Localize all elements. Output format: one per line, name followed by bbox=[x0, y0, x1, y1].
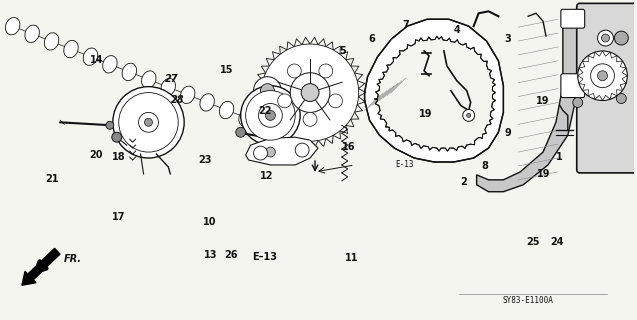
Circle shape bbox=[259, 140, 282, 164]
Circle shape bbox=[118, 92, 178, 152]
Ellipse shape bbox=[200, 94, 215, 111]
Text: 13: 13 bbox=[204, 250, 218, 260]
Circle shape bbox=[601, 34, 610, 42]
Circle shape bbox=[578, 51, 627, 100]
Ellipse shape bbox=[239, 109, 254, 126]
Ellipse shape bbox=[219, 101, 234, 119]
Ellipse shape bbox=[64, 40, 78, 58]
Ellipse shape bbox=[258, 116, 273, 134]
Circle shape bbox=[112, 132, 122, 142]
Circle shape bbox=[598, 30, 613, 46]
Circle shape bbox=[259, 103, 282, 127]
Circle shape bbox=[290, 73, 330, 112]
Polygon shape bbox=[476, 11, 578, 192]
Circle shape bbox=[617, 93, 626, 103]
Circle shape bbox=[615, 31, 628, 45]
Text: 14: 14 bbox=[89, 55, 103, 65]
Text: 21: 21 bbox=[45, 174, 59, 184]
Ellipse shape bbox=[45, 33, 59, 50]
Circle shape bbox=[266, 120, 282, 136]
FancyBboxPatch shape bbox=[576, 4, 637, 173]
Circle shape bbox=[303, 112, 317, 126]
Circle shape bbox=[246, 91, 295, 140]
Circle shape bbox=[254, 146, 268, 160]
Text: 25: 25 bbox=[526, 237, 540, 247]
Circle shape bbox=[250, 108, 261, 117]
Text: 8: 8 bbox=[481, 161, 488, 171]
Circle shape bbox=[573, 98, 583, 108]
Text: FR.: FR. bbox=[64, 254, 82, 264]
FancyArrow shape bbox=[22, 248, 60, 285]
Text: SY83-E1100A: SY83-E1100A bbox=[503, 296, 554, 305]
Text: 12: 12 bbox=[260, 171, 273, 181]
Text: 28: 28 bbox=[171, 95, 185, 105]
Text: 10: 10 bbox=[203, 217, 217, 227]
FancyBboxPatch shape bbox=[561, 9, 585, 28]
Circle shape bbox=[287, 64, 301, 78]
Text: 2: 2 bbox=[461, 177, 467, 187]
Text: 26: 26 bbox=[225, 250, 238, 260]
Circle shape bbox=[113, 87, 184, 158]
Text: 20: 20 bbox=[89, 150, 103, 160]
FancyBboxPatch shape bbox=[561, 74, 585, 98]
Text: E-13: E-13 bbox=[395, 160, 413, 170]
Text: E–13: E–13 bbox=[252, 252, 277, 262]
Polygon shape bbox=[246, 137, 318, 165]
Text: 7: 7 bbox=[403, 20, 409, 30]
Ellipse shape bbox=[25, 25, 39, 43]
Text: 17: 17 bbox=[111, 212, 125, 222]
Text: 19: 19 bbox=[419, 109, 433, 119]
Ellipse shape bbox=[6, 18, 20, 35]
Circle shape bbox=[319, 64, 333, 78]
Text: 6: 6 bbox=[368, 35, 375, 44]
Circle shape bbox=[241, 86, 300, 145]
Circle shape bbox=[254, 77, 282, 105]
Text: 4: 4 bbox=[454, 25, 461, 35]
Circle shape bbox=[261, 84, 275, 98]
Ellipse shape bbox=[180, 86, 195, 103]
Text: 22: 22 bbox=[258, 106, 271, 116]
Circle shape bbox=[145, 118, 152, 126]
Text: 1: 1 bbox=[556, 152, 563, 162]
Circle shape bbox=[301, 84, 319, 101]
Text: 27: 27 bbox=[165, 74, 179, 84]
Circle shape bbox=[262, 44, 359, 141]
Circle shape bbox=[467, 113, 471, 117]
Text: 24: 24 bbox=[550, 237, 564, 247]
Circle shape bbox=[266, 147, 275, 157]
Circle shape bbox=[590, 64, 615, 88]
Ellipse shape bbox=[161, 78, 175, 96]
Ellipse shape bbox=[103, 56, 117, 73]
Text: 5: 5 bbox=[339, 45, 346, 56]
Ellipse shape bbox=[122, 63, 136, 81]
Circle shape bbox=[329, 94, 343, 108]
Text: 15: 15 bbox=[220, 65, 234, 75]
Ellipse shape bbox=[83, 48, 97, 65]
Ellipse shape bbox=[141, 71, 156, 88]
Text: 23: 23 bbox=[198, 155, 211, 165]
Text: 18: 18 bbox=[111, 152, 125, 162]
Text: 19: 19 bbox=[537, 169, 550, 179]
Circle shape bbox=[266, 110, 275, 120]
Circle shape bbox=[278, 94, 292, 108]
Text: 19: 19 bbox=[536, 96, 550, 106]
Circle shape bbox=[106, 121, 114, 129]
Polygon shape bbox=[364, 19, 503, 162]
Circle shape bbox=[139, 112, 159, 132]
Circle shape bbox=[236, 127, 246, 137]
Text: 3: 3 bbox=[505, 35, 512, 44]
Text: 16: 16 bbox=[342, 142, 355, 152]
Text: 9: 9 bbox=[505, 128, 512, 138]
Circle shape bbox=[598, 71, 608, 81]
Circle shape bbox=[295, 143, 309, 157]
Circle shape bbox=[462, 109, 475, 121]
Text: 11: 11 bbox=[345, 253, 358, 263]
